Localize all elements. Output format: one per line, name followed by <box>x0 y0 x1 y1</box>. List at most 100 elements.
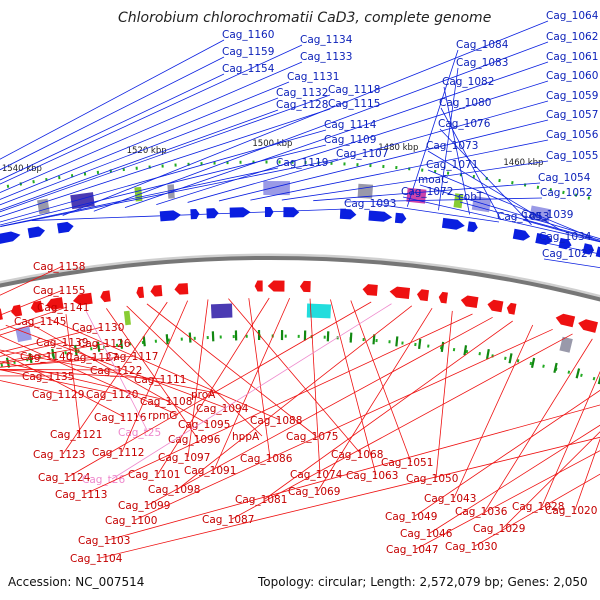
reverse-gene-label: Cag_1100 <box>105 515 157 527</box>
reverse-gene-label: Cag_1103 <box>78 535 130 547</box>
forward-gene-label: Cag_1076 <box>438 118 491 130</box>
reverse-gene-arrow <box>389 286 411 299</box>
reverse-label-leader <box>5 324 227 409</box>
reverse-label-leader <box>157 297 270 475</box>
reverse-label-leader <box>414 389 600 517</box>
reverse-label-leader <box>474 473 600 547</box>
reverse-label-leader <box>111 303 392 480</box>
scale-tick <box>165 334 169 345</box>
forward-label-leader <box>375 203 500 223</box>
forward-gene-label: Cag_1118 <box>328 84 380 96</box>
dotted-track-0 <box>0 160 600 203</box>
reverse-gene-label: Cag_1158 <box>33 261 85 273</box>
forward-gene-label: moaC <box>418 174 448 186</box>
reverse-label-leader <box>0 361 171 402</box>
forward-label-leader <box>0 129 327 223</box>
feature-block <box>210 303 233 319</box>
forward-gene-arrow <box>394 212 407 224</box>
forward-gene-label: Cag_1119 <box>276 157 328 169</box>
reverse-gene-arrow <box>72 292 93 306</box>
reverse-gene-label: Cag_1069 <box>288 486 340 498</box>
scale-tick <box>530 357 536 369</box>
scale-tick <box>485 348 490 360</box>
reverse-label-leader <box>0 342 109 363</box>
scale-tick <box>417 338 422 350</box>
reverse-gene-label: Cag_1087 <box>202 514 254 526</box>
forward-gene-arrow <box>190 208 200 220</box>
scale-tick <box>349 332 353 343</box>
reverse-label-leader <box>484 338 593 512</box>
scale-label: 1520 kbp <box>127 146 167 156</box>
reverse-gene-arrow <box>555 313 576 328</box>
reverse-gene-label: rpmG <box>148 410 177 422</box>
reverse-gene-label: Cag_t25 <box>118 427 161 439</box>
forward-label-leader <box>459 201 600 241</box>
forward-gene-label: Cag_1027 <box>542 248 594 260</box>
reverse-label-leader <box>25 320 209 425</box>
reverse-label-leader <box>0 380 63 395</box>
forward-gene-label: Cag_1154 <box>222 63 275 75</box>
forward-label-leader <box>0 158 339 228</box>
reverse-label-leader <box>350 300 412 463</box>
forward-label-leader <box>0 108 331 218</box>
forward-label-leader <box>0 97 279 206</box>
scale-tick <box>372 334 376 345</box>
genome-backbone <box>0 256 600 302</box>
reverse-gene-label: Cag_1120 <box>86 389 138 401</box>
reverse-gene-label: Cag_1088 <box>250 415 302 427</box>
reverse-gene-arrow <box>460 295 479 309</box>
reverse-gene-label: hppA <box>232 431 260 443</box>
feature-block <box>263 181 291 196</box>
forward-gene-arrow <box>0 231 21 244</box>
reverse-gene-arrow <box>150 285 163 297</box>
reverse-gene-label: Cag_1050 <box>406 473 458 485</box>
forward-gene-label: Cag_1084 <box>456 39 509 51</box>
reverse-label-leader <box>0 369 117 395</box>
scale-tick <box>119 338 124 349</box>
reverse-gene-label: Cag_1049 <box>385 511 437 523</box>
forward-label-leader <box>440 107 501 220</box>
reverse-label-leader <box>146 303 317 437</box>
forward-gene-label: Cag_1083 <box>456 57 508 69</box>
forward-label-leader <box>439 128 532 226</box>
forward-gene-arrow <box>57 221 74 234</box>
forward-label-leader <box>0 44 303 185</box>
forward-gene-label: Cag_1061 <box>546 51 598 63</box>
reverse-gene-label: Cag_1116 <box>94 412 147 424</box>
forward-label-leader <box>31 208 347 221</box>
reverse-label-leader <box>317 307 433 492</box>
reverse-gene-label: Cag_1112 <box>92 447 144 459</box>
reverse-label-leader <box>0 369 121 371</box>
reverse-label-leader <box>429 424 600 534</box>
reverse-label-leader <box>134 328 553 521</box>
forward-gene-arrow <box>339 208 357 220</box>
reverse-label-leader <box>0 355 51 364</box>
reverse-label-leader <box>106 308 199 440</box>
forward-gene-label: Cag_1071 <box>426 159 478 171</box>
forward-label-leader <box>0 39 225 160</box>
accession-label: Accession: NC_007514 <box>8 575 145 589</box>
forward-label-leader <box>218 119 549 202</box>
forward-label-leader <box>250 139 549 201</box>
reverse-label-leader <box>330 299 377 476</box>
forward-label-leader <box>0 56 225 171</box>
forward-gene-label: Cag_1114 <box>324 119 377 131</box>
reverse-label-leader <box>0 341 67 357</box>
forward-gene-label: Cag_1057 <box>546 109 598 121</box>
forward-gene-arrow <box>206 208 219 219</box>
feature-block <box>471 195 492 213</box>
forward-label-leader <box>443 86 471 215</box>
reverse-label-leader <box>0 349 222 395</box>
forward-gene-label: Cag_1034 <box>539 231 592 243</box>
reverse-label-leader <box>264 320 513 500</box>
reverse-label-leader <box>502 431 600 529</box>
forward-gene-arrow <box>159 210 182 222</box>
scale-tick <box>395 336 399 347</box>
forward-label-leader <box>156 80 549 206</box>
forward-label-leader <box>419 184 600 240</box>
reverse-gene-label: Cag_1047 <box>386 544 438 556</box>
reverse-gene-arrow <box>100 290 111 303</box>
reverse-gene-label: Cag_1145 <box>14 316 66 328</box>
scale-tick <box>73 345 78 356</box>
